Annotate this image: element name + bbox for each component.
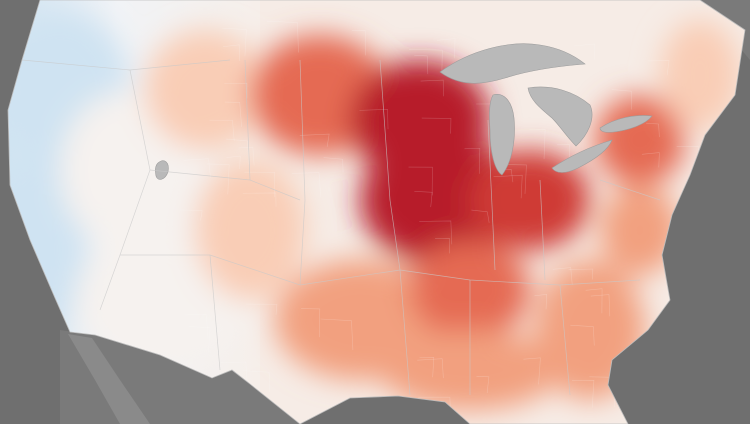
region-northern-rockies	[145, 30, 265, 150]
climate-division-border	[226, 155, 241, 170]
climate-division-border	[419, 220, 453, 245]
climate-division-border	[242, 192, 277, 207]
climate-division-border	[351, 30, 366, 56]
climate-division-border	[523, 357, 541, 385]
baja-peninsula	[68, 334, 150, 424]
climate-division-border	[414, 54, 429, 75]
climate-division-border	[414, 191, 433, 208]
region-corn-belt	[360, 135, 520, 265]
climate-division-border	[242, 370, 271, 393]
climate-division-border	[648, 60, 670, 75]
region-new-england	[660, 20, 740, 130]
climate-division-border	[320, 318, 354, 351]
climate-division-border	[291, 172, 322, 198]
climate-division-border	[534, 293, 548, 310]
lake-erie	[551, 139, 613, 173]
climate-division-border	[359, 108, 389, 130]
region-southern-rockies	[195, 160, 305, 300]
us-outline	[7, 0, 746, 424]
climate-division-border	[552, 267, 573, 285]
lake-michigan	[489, 94, 515, 176]
climate-division-border	[590, 294, 611, 317]
climate-division-border	[246, 303, 278, 315]
climate-division-border	[641, 152, 660, 168]
climate-division-border	[507, 164, 527, 194]
climate-division-border	[408, 49, 443, 72]
climate-division-border	[180, 209, 203, 221]
climate-division-border	[476, 376, 490, 394]
climate-division-border	[266, 20, 299, 53]
region-northeast	[595, 95, 685, 185]
climate-division-border	[301, 308, 321, 338]
climate-division-border	[419, 356, 435, 378]
climate-division-border	[646, 122, 660, 138]
climate-division-border	[471, 209, 490, 223]
climate-division-border	[225, 138, 250, 165]
climate-division-border	[611, 89, 632, 110]
climate-division-border	[436, 38, 456, 59]
climate-division-border	[570, 324, 595, 346]
climate-division-border	[529, 129, 546, 160]
great-lakes	[155, 43, 653, 180]
region-mid-atlantic	[600, 185, 680, 275]
climate-division-border	[417, 358, 444, 379]
region-ohio-valley	[470, 150, 590, 250]
lake-huron	[527, 86, 593, 147]
climate-division-border	[188, 326, 211, 352]
climate-division-border	[206, 163, 230, 195]
state-borders	[21, 59, 661, 396]
climate-division-border	[323, 157, 344, 173]
climate-division-border	[299, 133, 330, 147]
climate-division-border	[420, 79, 444, 97]
climate-division-border	[244, 171, 275, 198]
climate-division-border	[224, 82, 248, 99]
lake-ontario	[599, 115, 653, 133]
climate-division-border	[421, 117, 452, 134]
climate-division-border	[223, 44, 240, 61]
climate-division-border	[220, 361, 248, 381]
climate-division-border	[209, 119, 235, 141]
climate-division-border	[184, 313, 209, 340]
climate-division-border	[585, 288, 603, 314]
climate-division-border	[408, 166, 433, 196]
climate-division-border	[572, 380, 595, 408]
climate-division-border	[493, 174, 523, 199]
climate-division-border	[222, 27, 247, 57]
climate-division-border	[224, 101, 242, 127]
climate-division-border	[464, 147, 481, 174]
lake-superior	[439, 43, 586, 84]
great-salt-lake	[155, 160, 169, 180]
climate-division-border	[435, 238, 450, 254]
climate-division-border	[238, 146, 255, 166]
climate-division-border	[573, 43, 595, 60]
climate-division-border	[183, 158, 211, 178]
climate-division-border	[568, 268, 594, 280]
